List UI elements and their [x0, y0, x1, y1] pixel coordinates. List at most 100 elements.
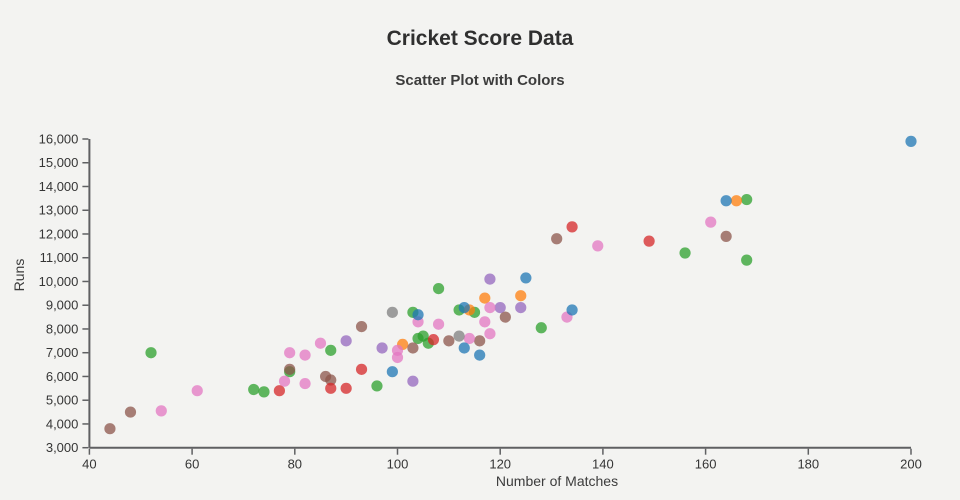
y-tick-label: 12,000	[39, 226, 79, 241]
x-tick-label: 80	[288, 457, 302, 472]
series-purple	[340, 273, 527, 387]
data-point[interactable]	[386, 306, 398, 318]
y-tick-label: 9,000	[46, 298, 79, 313]
data-point[interactable]	[412, 309, 424, 321]
data-point[interactable]	[124, 406, 137, 418]
data-point[interactable]	[705, 216, 717, 228]
data-point[interactable]	[155, 405, 167, 417]
data-point[interactable]	[520, 272, 532, 284]
x-tick-label: 200	[900, 457, 922, 472]
data-point[interactable]	[479, 316, 491, 328]
y-tick-label: 11,000	[40, 250, 79, 265]
y-axis: 3,000 4,000 5,000 6,000 7,000 8,000 9,000 10,00…	[39, 132, 91, 455]
data-point[interactable]	[427, 334, 440, 346]
data-point[interactable]	[474, 349, 486, 361]
data-point[interactable]	[566, 221, 578, 233]
y-tick-label: 3,000	[46, 440, 79, 455]
data-point[interactable]	[314, 337, 327, 349]
data-point[interactable]	[463, 332, 475, 345]
data-point[interactable]	[484, 328, 496, 340]
data-point[interactable]	[325, 382, 337, 394]
series-pink	[155, 216, 717, 417]
x-tick-label: 100	[387, 457, 409, 472]
data-point[interactable]	[720, 230, 732, 242]
data-point[interactable]	[499, 311, 511, 323]
x-axis-title: Number of Matches	[496, 473, 618, 489]
x-tick-label: 120	[489, 457, 511, 472]
x-tick-label: 140	[592, 457, 614, 472]
data-point[interactable]	[905, 135, 917, 147]
data-point[interactable]	[191, 385, 203, 397]
y-tick-label: 6,000	[46, 369, 79, 384]
series-blue	[386, 135, 917, 378]
data-point[interactable]	[325, 344, 337, 356]
data-point[interactable]	[551, 233, 563, 245]
data-point[interactable]	[474, 335, 486, 347]
data-point[interactable]	[248, 383, 260, 396]
data-point[interactable]	[299, 377, 311, 390]
data-point[interactable]	[432, 283, 445, 295]
data-point[interactable]	[145, 347, 157, 359]
x-tick-label: 60	[185, 457, 199, 472]
data-point[interactable]	[720, 195, 732, 207]
y-tick-label: 5,000	[46, 393, 79, 408]
data-points-layer	[104, 135, 917, 435]
data-point[interactable]	[258, 386, 270, 398]
data-point[interactable]	[592, 240, 604, 252]
data-point[interactable]	[515, 301, 527, 314]
data-point[interactable]	[386, 366, 398, 378]
data-point[interactable]	[679, 247, 691, 259]
y-tick-label: 4,000	[46, 416, 79, 431]
data-point[interactable]	[284, 347, 296, 359]
y-tick-label: 16,000	[39, 132, 79, 147]
data-point[interactable]	[371, 380, 383, 392]
x-tick-label: 40	[82, 457, 96, 472]
data-point[interactable]	[391, 344, 404, 356]
data-point[interactable]	[484, 301, 496, 314]
data-point[interactable]	[104, 423, 116, 435]
data-point[interactable]	[741, 193, 753, 206]
y-tick-label: 7,000	[46, 345, 79, 360]
y-tick-label: 14,000	[39, 179, 79, 194]
data-point[interactable]	[407, 375, 419, 387]
x-tick-label: 180	[797, 457, 819, 472]
data-point[interactable]	[340, 382, 352, 394]
series-brown	[104, 230, 732, 435]
data-point[interactable]	[741, 254, 753, 266]
data-point[interactable]	[278, 375, 291, 387]
y-tick-label: 13,000	[39, 203, 79, 218]
data-point[interactable]	[376, 342, 388, 354]
data-point[interactable]	[432, 318, 445, 330]
data-point[interactable]	[453, 330, 465, 342]
y-tick-label: 10,000	[39, 274, 79, 289]
chart-subtitle: Scatter Plot with Colors	[395, 72, 564, 89]
series-red	[273, 221, 655, 397]
series-orange	[397, 195, 743, 351]
chart-title: Cricket Score Data	[387, 27, 574, 50]
y-tick-label: 8,000	[46, 321, 79, 336]
data-point[interactable]	[730, 195, 743, 207]
data-point[interactable]	[355, 363, 368, 375]
series-gray	[386, 306, 465, 342]
y-axis-title: Runs	[11, 259, 27, 292]
data-point[interactable]	[458, 301, 470, 314]
data-point[interactable]	[299, 349, 311, 361]
data-point[interactable]	[479, 292, 491, 304]
data-point[interactable]	[443, 335, 455, 347]
data-point[interactable]	[484, 273, 496, 285]
data-point[interactable]	[535, 322, 547, 334]
series-green	[145, 193, 753, 398]
data-point[interactable]	[355, 320, 368, 333]
data-point[interactable]	[407, 342, 419, 354]
data-point[interactable]	[515, 290, 527, 302]
data-point[interactable]	[325, 374, 337, 386]
x-axis: 40 60 80 100 120 140 160 180 200	[82, 446, 922, 472]
data-point[interactable]	[494, 301, 506, 314]
data-point[interactable]	[340, 335, 352, 347]
data-point[interactable]	[284, 363, 296, 375]
data-point[interactable]	[643, 235, 655, 247]
data-point[interactable]	[458, 342, 470, 354]
data-point[interactable]	[566, 304, 578, 316]
data-point[interactable]	[273, 385, 285, 397]
